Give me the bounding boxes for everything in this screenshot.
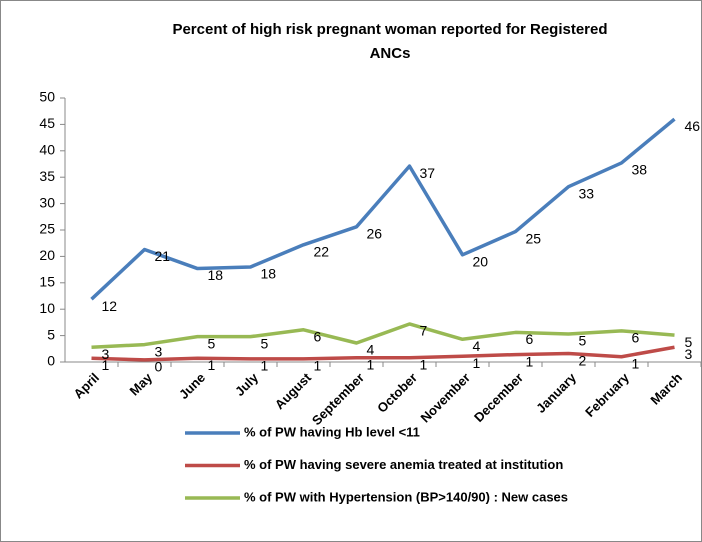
data-label: 1 (314, 358, 322, 374)
data-label: 4 (473, 338, 481, 354)
data-label: 1 (420, 356, 428, 372)
data-label: 1 (367, 356, 375, 372)
data-label: 18 (208, 267, 224, 283)
legend-label: % of PW with Hypertension (BP>140/90) : … (244, 489, 568, 504)
data-label: 12 (102, 298, 118, 314)
legend-label: % of PW having Hb level <11 (244, 424, 420, 439)
data-label: 6 (632, 330, 640, 346)
y-tick-label: 10 (39, 300, 55, 316)
data-label: 25 (526, 230, 542, 246)
data-label: 2 (579, 352, 587, 368)
data-label: 1 (473, 355, 481, 371)
data-label: 5 (208, 335, 216, 351)
data-label: 38 (632, 162, 648, 178)
y-tick-label: 5 (47, 326, 55, 342)
series-line (91, 322, 675, 349)
series-line (91, 345, 675, 362)
data-label: 6 (526, 331, 534, 347)
data-label: 37 (420, 165, 436, 181)
data-label: 3 (155, 343, 163, 359)
data-label: 18 (261, 266, 277, 282)
chart-title: Percent of high risk pregnant woman repo… (172, 21, 607, 62)
data-label: 4 (367, 342, 375, 358)
y-tick-label: 25 (39, 221, 55, 237)
y-tick-label: 0 (47, 353, 55, 369)
y-tick-label: 45 (39, 115, 55, 131)
data-label: 33 (579, 185, 595, 201)
data-label: 0 (155, 359, 163, 375)
data-label: 21 (155, 248, 171, 264)
data-label: 5 (261, 335, 269, 351)
y-tick-label: 15 (39, 274, 55, 290)
data-label: 20 (473, 254, 489, 270)
y-tick-label: 50 (39, 89, 55, 105)
data-label: 7 (420, 323, 428, 339)
data-label: 5 (579, 333, 587, 349)
y-tick-label: 40 (39, 142, 55, 158)
data-label: 1 (102, 357, 110, 373)
data-label: 3 (102, 346, 110, 362)
y-tick-label: 35 (39, 168, 55, 184)
data-label: 6 (314, 328, 322, 344)
y-tick-label: 20 (39, 247, 55, 263)
data-label: 26 (367, 226, 383, 242)
data-label: 1 (526, 353, 534, 369)
data-label: 46 (685, 118, 701, 134)
data-label: 1 (261, 358, 269, 374)
legend-label: % of PW having severe anemia treated at … (244, 457, 563, 472)
data-label: 1 (208, 357, 216, 373)
data-label: 22 (314, 243, 330, 259)
data-label: 5 (685, 334, 693, 350)
series-line (90, 117, 676, 301)
data-label: 3 (685, 346, 693, 362)
y-tick-label: 30 (39, 194, 55, 210)
data-label: 1 (632, 355, 640, 371)
